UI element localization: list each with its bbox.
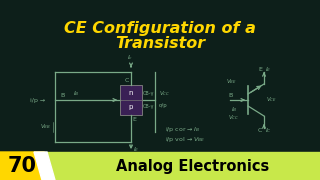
- Polygon shape: [38, 152, 320, 180]
- Text: E: E: [258, 67, 262, 72]
- Polygon shape: [34, 152, 55, 180]
- Text: Transistor: Transistor: [115, 35, 205, 51]
- Text: $I_c$: $I_c$: [127, 53, 133, 62]
- Text: i/p cor → $I_B$: i/p cor → $I_B$: [165, 125, 200, 134]
- Text: $I_B$: $I_B$: [73, 89, 80, 98]
- Text: o/p: o/p: [159, 103, 168, 108]
- Text: C: C: [124, 78, 129, 83]
- Text: $V_{BB}$: $V_{BB}$: [40, 123, 51, 131]
- Text: CB-γ: CB-γ: [143, 104, 154, 109]
- Text: B: B: [60, 93, 64, 98]
- Text: C: C: [258, 128, 262, 133]
- Polygon shape: [0, 152, 52, 180]
- Text: n: n: [129, 90, 133, 96]
- Bar: [120, 85, 142, 115]
- Text: $I_C$: $I_C$: [265, 126, 272, 135]
- Text: $V_{CE}$: $V_{CE}$: [266, 96, 277, 104]
- Text: $I_E$: $I_E$: [133, 146, 140, 154]
- Text: CB-γ: CB-γ: [143, 91, 154, 96]
- Text: B: B: [228, 93, 232, 98]
- Text: $V_{CC}$: $V_{CC}$: [159, 89, 170, 98]
- Text: $I_E$: $I_E$: [265, 65, 272, 74]
- Text: $I_B$: $I_B$: [231, 105, 237, 114]
- Text: 70: 70: [7, 156, 36, 176]
- Text: $V_{CC}$: $V_{CC}$: [228, 114, 239, 122]
- Text: $V_{BE}$: $V_{BE}$: [226, 78, 237, 86]
- Text: E: E: [132, 117, 136, 122]
- Text: i/p vol → $V_{BE}$: i/p vol → $V_{BE}$: [165, 134, 205, 143]
- Text: i/p →: i/p →: [30, 98, 45, 102]
- Text: p: p: [129, 104, 133, 110]
- Text: Analog Electronics: Analog Electronics: [116, 159, 270, 174]
- Text: CE Configuration of a: CE Configuration of a: [64, 21, 256, 35]
